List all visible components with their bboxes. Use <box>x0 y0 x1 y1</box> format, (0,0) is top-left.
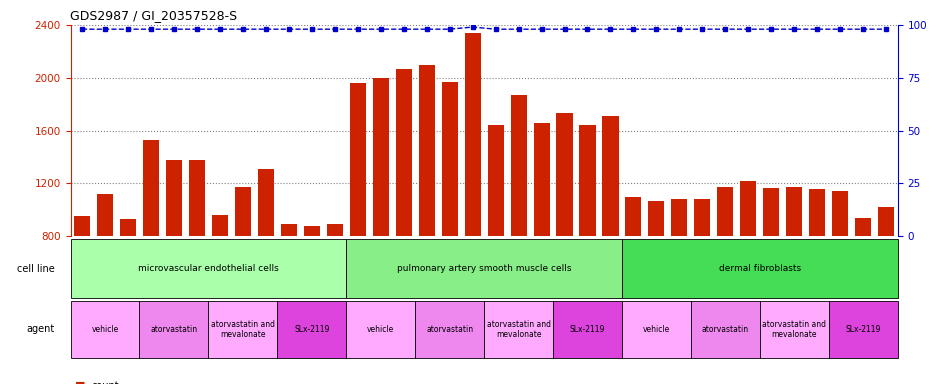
Bar <box>695 199 711 342</box>
Bar <box>346 301 415 358</box>
Bar <box>603 116 619 342</box>
Bar <box>622 301 691 358</box>
Bar <box>671 199 687 342</box>
Bar <box>235 187 251 342</box>
Bar <box>625 197 641 342</box>
Bar <box>442 82 458 342</box>
Bar <box>70 239 346 298</box>
Bar <box>691 301 760 358</box>
Bar <box>120 219 136 342</box>
Text: atorvastatin: atorvastatin <box>426 325 473 334</box>
Bar <box>281 224 297 342</box>
Bar <box>488 125 504 342</box>
Text: vehicle: vehicle <box>643 325 670 334</box>
Text: microvascular endothelial cells: microvascular endothelial cells <box>138 264 279 273</box>
Bar <box>418 65 434 342</box>
Bar <box>346 239 622 298</box>
Bar <box>829 301 898 358</box>
Bar <box>556 113 572 342</box>
Bar <box>622 239 898 298</box>
Bar <box>304 226 320 342</box>
Bar <box>212 215 227 342</box>
Bar <box>878 207 894 342</box>
Bar <box>277 301 346 358</box>
Bar <box>70 301 139 358</box>
Text: GDS2987 / GI_20357528-S: GDS2987 / GI_20357528-S <box>70 9 238 22</box>
Text: vehicle: vehicle <box>368 325 394 334</box>
Text: SLx-2119: SLx-2119 <box>846 325 881 334</box>
Bar <box>165 160 182 342</box>
Bar <box>143 140 159 342</box>
Text: pulmonary artery smooth muscle cells: pulmonary artery smooth muscle cells <box>397 264 572 273</box>
Bar <box>484 301 553 358</box>
Text: atorvastatin and
mevalonate: atorvastatin and mevalonate <box>762 319 826 339</box>
Text: atorvastatin: atorvastatin <box>702 325 749 334</box>
Text: atorvastatin and
mevalonate: atorvastatin and mevalonate <box>211 319 274 339</box>
Bar <box>741 181 757 342</box>
Text: SLx-2119: SLx-2119 <box>294 325 329 334</box>
Bar <box>832 191 848 342</box>
Text: dermal fibroblasts: dermal fibroblasts <box>719 264 801 273</box>
Bar <box>553 301 622 358</box>
Text: atorvastatin and
mevalonate: atorvastatin and mevalonate <box>487 319 551 339</box>
Bar <box>139 301 209 358</box>
Bar <box>396 69 412 342</box>
Bar <box>189 160 205 342</box>
Bar <box>464 33 480 342</box>
Bar <box>97 194 113 342</box>
Bar <box>327 224 343 342</box>
Bar <box>786 187 803 342</box>
Text: count: count <box>91 381 118 384</box>
Text: cell line: cell line <box>17 264 55 274</box>
Bar <box>809 189 825 342</box>
Text: ■: ■ <box>75 381 86 384</box>
Text: vehicle: vehicle <box>91 325 118 334</box>
Text: atorvastatin: atorvastatin <box>150 325 197 334</box>
Bar <box>510 95 526 342</box>
Bar <box>855 218 871 342</box>
Text: agent: agent <box>26 324 55 334</box>
Bar <box>717 187 733 342</box>
Bar <box>258 169 274 342</box>
Bar <box>534 122 550 342</box>
Bar <box>209 301 277 358</box>
Bar <box>760 301 829 358</box>
Bar <box>350 83 366 342</box>
Bar <box>415 301 484 358</box>
Bar <box>763 188 779 342</box>
Text: SLx-2119: SLx-2119 <box>570 325 605 334</box>
Bar <box>649 200 665 342</box>
Bar <box>74 216 90 342</box>
Bar <box>579 125 596 342</box>
Bar <box>372 78 389 342</box>
